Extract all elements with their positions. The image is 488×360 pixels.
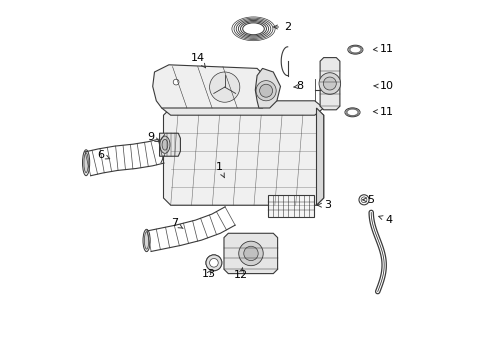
- Ellipse shape: [142, 229, 150, 252]
- Text: 7: 7: [170, 218, 183, 229]
- Text: 14: 14: [190, 53, 205, 68]
- Polygon shape: [159, 133, 180, 156]
- Text: 9: 9: [147, 132, 159, 142]
- Text: 11: 11: [373, 44, 393, 54]
- Circle shape: [205, 255, 222, 271]
- Bar: [267, 195, 313, 217]
- Circle shape: [323, 77, 336, 90]
- Ellipse shape: [144, 232, 148, 249]
- Circle shape: [244, 246, 258, 261]
- Circle shape: [318, 73, 340, 94]
- Text: 2: 2: [273, 22, 291, 32]
- Polygon shape: [152, 65, 269, 108]
- Text: 3: 3: [317, 200, 330, 210]
- Ellipse shape: [84, 153, 88, 172]
- Circle shape: [209, 258, 218, 267]
- Circle shape: [173, 79, 179, 85]
- Text: 4: 4: [378, 215, 391, 225]
- Circle shape: [209, 72, 239, 102]
- Ellipse shape: [162, 139, 167, 150]
- Ellipse shape: [160, 136, 170, 153]
- Polygon shape: [320, 58, 339, 110]
- Text: 11: 11: [373, 107, 393, 117]
- Text: 8: 8: [293, 81, 303, 91]
- Circle shape: [361, 197, 366, 203]
- Text: 10: 10: [373, 81, 393, 91]
- Text: 1: 1: [215, 162, 224, 178]
- Text: 6: 6: [97, 150, 109, 160]
- Text: 12: 12: [233, 267, 247, 280]
- Circle shape: [238, 241, 263, 266]
- Polygon shape: [224, 233, 277, 274]
- Polygon shape: [163, 108, 323, 205]
- Polygon shape: [162, 101, 323, 115]
- Polygon shape: [255, 68, 280, 108]
- Text: 13: 13: [201, 269, 215, 279]
- Circle shape: [259, 84, 272, 97]
- Text: 5: 5: [362, 195, 373, 205]
- Circle shape: [256, 81, 276, 101]
- Polygon shape: [316, 108, 323, 205]
- Ellipse shape: [82, 150, 89, 176]
